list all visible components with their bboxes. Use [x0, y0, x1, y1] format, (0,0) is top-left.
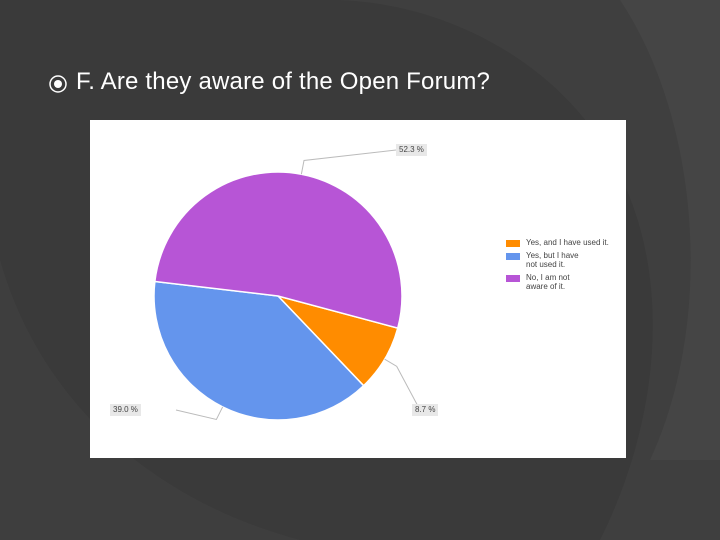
legend-swatch-purple: [506, 275, 520, 282]
legend-label: Yes, and I have used it.: [526, 238, 609, 247]
circle-bullet-icon: [49, 75, 67, 93]
legend-swatch-blue: [506, 253, 520, 260]
data-label-yes-not-used: 39.0 %: [110, 404, 141, 416]
legend-swatch-orange: [506, 240, 520, 247]
data-label-yes-used: 8.7 %: [412, 404, 439, 416]
leader-line: [384, 358, 421, 411]
legend-item-yes-not-used: Yes, but I have not used it.: [506, 251, 624, 269]
pie-slice-not-aware: [154, 171, 403, 330]
pie-slice-yes-not-used: [153, 280, 365, 421]
legend-label-line2: aware of it.: [526, 282, 566, 291]
legend-label-line1: No, I am not: [526, 273, 570, 282]
slide-title: F. Are they aware of the Open Forum?: [76, 68, 491, 95]
legend-item-not-aware: No, I am not aware of it.: [506, 273, 624, 291]
leader-line: [175, 406, 224, 421]
legend-label-line2: not used it.: [526, 260, 566, 269]
pie-chart: [153, 149, 421, 421]
legend-label-line1: Yes, but I have: [526, 251, 579, 260]
legend-item-yes-used: Yes, and I have used it.: [506, 238, 624, 247]
chart-legend: Yes, and I have used it. Yes, but I have…: [506, 238, 624, 295]
chart-panel: 52.3 % 39.0 % 8.7 % Yes, and I have used…: [90, 120, 626, 458]
leader-line: [300, 149, 397, 175]
data-label-no-aware: 52.3 %: [396, 144, 427, 156]
